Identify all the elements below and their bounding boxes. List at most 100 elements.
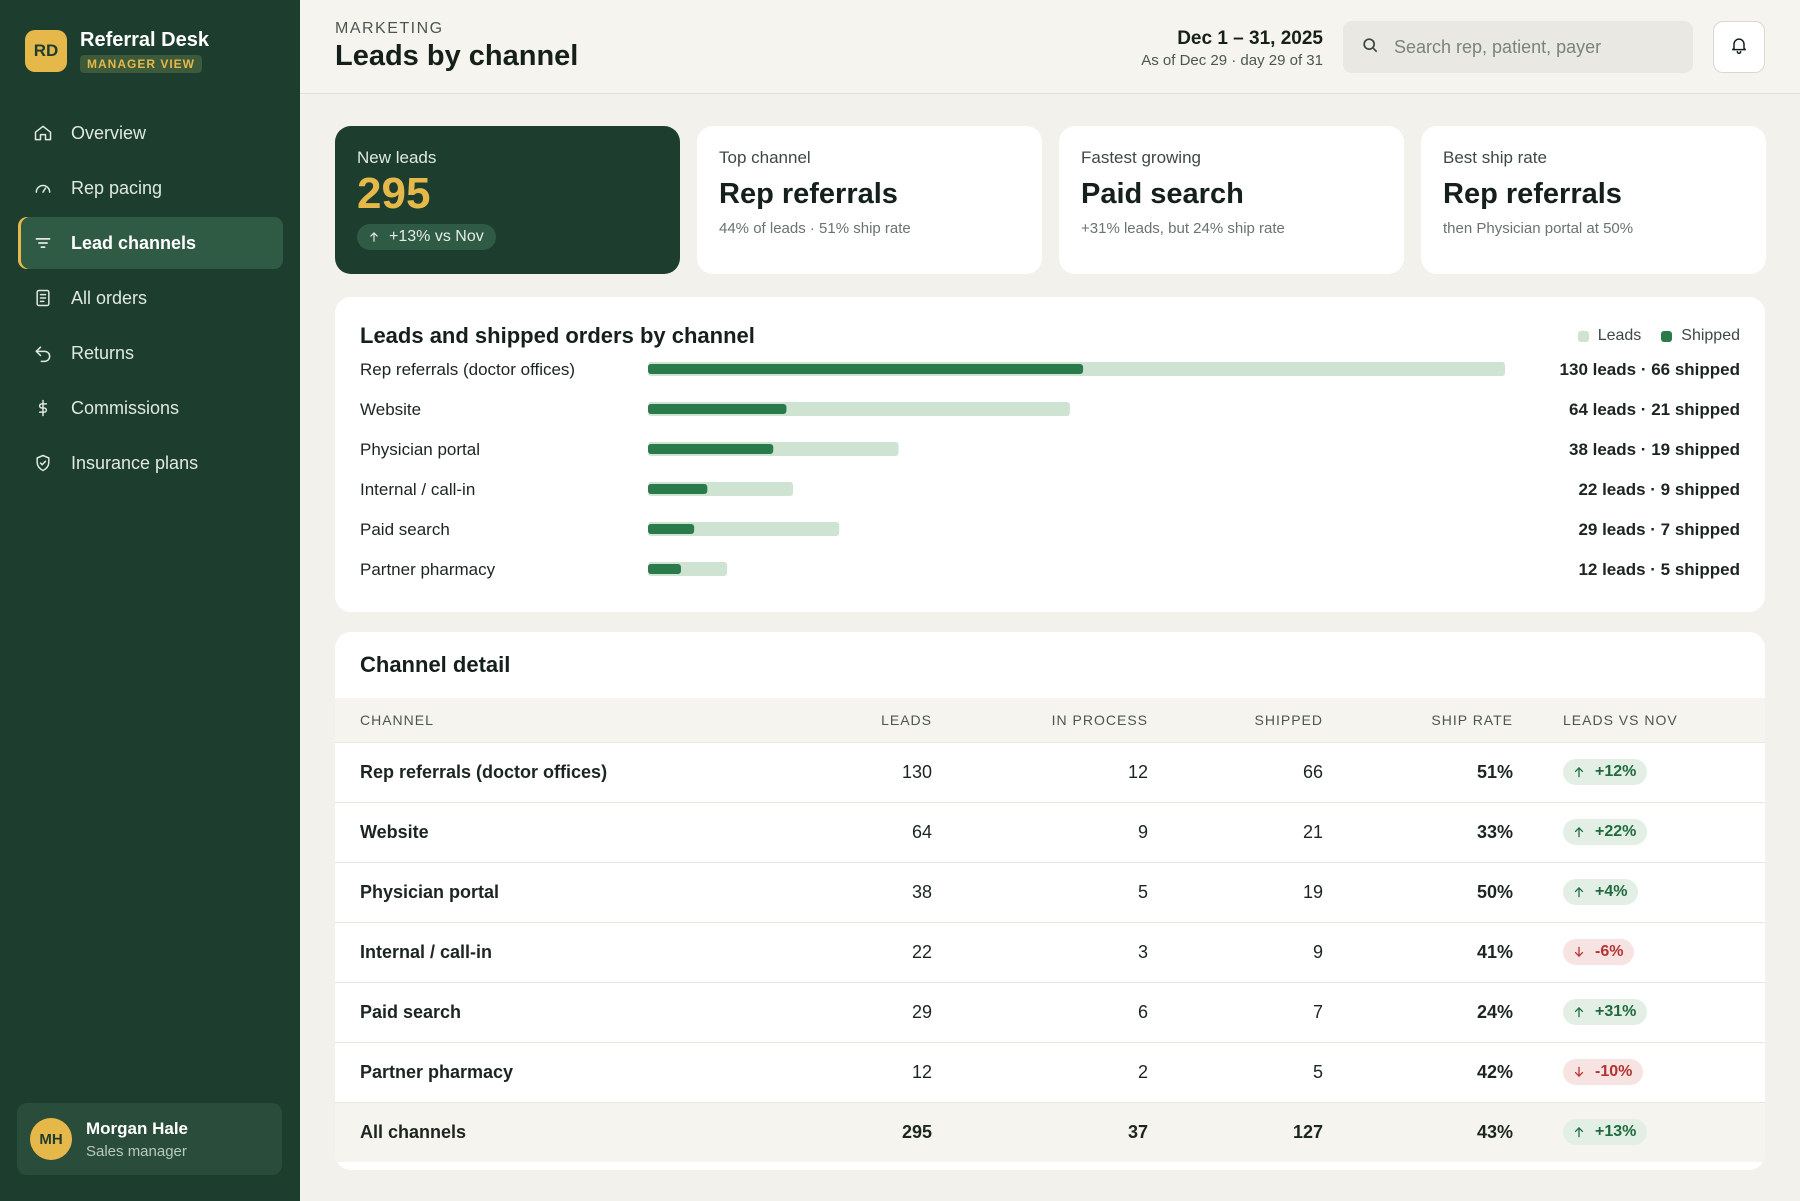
data-label: 22 leads · 9 shipped <box>1578 480 1740 499</box>
delta-badge: -10% <box>1563 1059 1644 1085</box>
cell-channel: Website <box>360 821 429 842</box>
sidebar-item-lead-channels[interactable]: Lead channels <box>18 217 283 269</box>
arrow-down-icon <box>1574 946 1584 957</box>
brand-logo: RD <box>25 30 67 72</box>
kpi-delta-text: +13% vs Nov <box>389 228 484 245</box>
column-header-leads-vs-nov[interactable]: LEADS VS NOV <box>1563 711 1678 728</box>
shipped-bar[interactable] <box>648 364 1084 374</box>
kpi-fastest-growing[interactable]: Fastest growing Paid search +31% leads, … <box>1059 126 1404 274</box>
cell-in-process: 3 <box>1137 941 1148 962</box>
dollar-icon <box>32 397 54 419</box>
table-header-row: CHANNEL LEADS IN PROCESS SHIPPED SHIP RA… <box>335 698 1765 742</box>
user-card[interactable]: MH Morgan Hale Sales manager <box>17 1103 282 1175</box>
shipped-bar[interactable] <box>648 564 681 574</box>
table-row[interactable]: Physician portal 38 5 19 50% +4% <box>335 862 1765 922</box>
legend-label: Shipped <box>1681 327 1740 344</box>
cell-leads: 295 <box>901 1121 932 1142</box>
shipped-bar[interactable] <box>648 404 787 414</box>
gauge-icon <box>32 177 54 199</box>
cell-shipped: 66 <box>1302 761 1323 782</box>
sidebar: RD Referral Desk MANAGER VIEW Overview R… <box>0 0 300 1201</box>
delta-text: +31% <box>1595 1003 1637 1020</box>
search-box[interactable] <box>1343 21 1693 73</box>
delta-badge: +4% <box>1563 879 1639 905</box>
cell-leads: 22 <box>911 941 932 962</box>
user-name: Morgan Hale <box>86 1118 189 1138</box>
bar-chart: Rep referrals (doctor offices) 130 leads … <box>360 360 1740 579</box>
kpi-top-channel[interactable]: Top channel Rep referrals 44% of leads ·… <box>697 126 1042 274</box>
chart-legend: Leads Shipped <box>1558 327 1740 345</box>
sidebar-item-insurance-plans[interactable]: Insurance plans <box>18 437 283 489</box>
delta-text: +12% <box>1595 763 1637 780</box>
column-header-ship-rate[interactable]: SHIP RATE <box>1431 711 1513 728</box>
sidebar-item-overview[interactable]: Overview <box>18 107 283 159</box>
kpi-new-leads[interactable]: New leads 295 +13% vs Nov <box>335 126 680 274</box>
sidebar-item-returns[interactable]: Returns <box>18 327 283 379</box>
cell-shipped: 5 <box>1312 1061 1323 1082</box>
column-header-channel[interactable]: CHANNEL <box>360 711 434 728</box>
leads-bar[interactable] <box>648 522 840 536</box>
cell-ship-rate: 51% <box>1476 761 1513 782</box>
date-range: Dec 1 – 31, 2025 <box>1177 28 1323 49</box>
shield-icon <box>32 452 54 474</box>
delta-badge: +31% <box>1563 999 1648 1025</box>
delta-badge: +13% <box>1563 1119 1648 1146</box>
sidebar-item-all-orders[interactable]: All orders <box>18 272 283 324</box>
kpi-subtext: then Physician portal at 50% <box>1443 220 1634 237</box>
shipped-bar[interactable] <box>648 484 708 494</box>
cell-shipped: 9 <box>1312 941 1323 962</box>
user-role: Sales manager <box>86 1142 187 1160</box>
leads-shipped-chart-card: Leads and shipped orders by channel Lead… <box>335 297 1765 612</box>
column-header-leads[interactable]: LEADS <box>881 711 932 728</box>
cell-in-process: 6 <box>1137 1001 1148 1022</box>
table-row[interactable]: Website 64 9 21 33% +22% <box>335 802 1765 862</box>
sidebar-item-label: All orders <box>71 287 148 308</box>
table-total-row[interactable]: All channels 295 37 127 43% +13% <box>335 1102 1765 1162</box>
delta-badge: -6% <box>1563 939 1635 965</box>
cell-ship-rate: 50% <box>1476 881 1513 902</box>
search-input[interactable] <box>1394 36 1684 58</box>
kpi-label: New leads <box>357 148 437 167</box>
page-header: MARKETING Leads by channel Dec 1 – 31, 2… <box>300 0 1800 94</box>
column-header-in-process[interactable]: IN PROCESS <box>1051 711 1148 728</box>
cell-channel: Internal / call-in <box>360 941 493 962</box>
category-label: Physician portal <box>360 440 480 459</box>
channel-detail-table: CHANNEL LEADS IN PROCESS SHIPPED SHIP RA… <box>335 698 1765 1162</box>
cell-channel: Partner pharmacy <box>360 1061 514 1082</box>
table-body: Rep referrals (doctor offices) 130 12 66 51%… <box>335 742 1765 1162</box>
table-row[interactable]: Partner pharmacy 12 2 5 42% -10% <box>335 1042 1765 1102</box>
brand[interactable]: RD Referral Desk MANAGER VIEW <box>25 29 209 73</box>
data-label: 64 leads · 21 shipped <box>1569 400 1740 419</box>
legend-swatch-leads <box>1577 330 1589 342</box>
delta-text: +22% <box>1595 823 1637 840</box>
cell-shipped: 7 <box>1312 1001 1323 1022</box>
cell-in-process: 5 <box>1137 881 1148 902</box>
arrow-up-icon <box>1574 1007 1584 1018</box>
channel-detail-card: Channel detail CHANNEL LEADS IN PROCESS … <box>335 632 1765 1170</box>
kpi-best-ship-rate[interactable]: Best ship rate Rep referrals then Physic… <box>1421 126 1766 274</box>
bell-icon <box>1729 35 1749 60</box>
cell-leads: 38 <box>911 881 932 902</box>
category-label: Internal / call-in <box>360 480 475 499</box>
table-row[interactable]: Internal / call-in 22 3 9 41% -6% <box>335 922 1765 982</box>
notifications-button[interactable] <box>1713 21 1765 73</box>
arrow-up-icon <box>1574 887 1584 898</box>
data-label: 29 leads · 7 shipped <box>1578 520 1740 539</box>
column-header-shipped[interactable]: SHIPPED <box>1254 711 1323 728</box>
delta-text: -10% <box>1595 1063 1633 1080</box>
data-label: 38 leads · 19 shipped <box>1569 440 1740 459</box>
data-label: 12 leads · 5 shipped <box>1578 560 1740 579</box>
sidebar-item-rep-pacing[interactable]: Rep pacing <box>18 162 283 214</box>
cell-shipped: 21 <box>1302 821 1323 842</box>
cell-leads: 64 <box>911 821 932 842</box>
delta-text: +4% <box>1595 883 1628 900</box>
sidebar-item-commissions[interactable]: Commissions <box>18 382 283 434</box>
search-icon <box>1360 35 1380 60</box>
date-range-block[interactable]: Dec 1 – 31, 2025 As of Dec 29 · day 29 o… <box>1141 28 1323 69</box>
kpi-value: Rep referrals <box>1443 178 1622 210</box>
shipped-bar[interactable] <box>648 444 774 454</box>
shipped-bar[interactable] <box>648 524 695 534</box>
table-row[interactable]: Rep referrals (doctor offices) 130 12 66 51%… <box>335 742 1765 802</box>
table-row[interactable]: Paid search 29 6 7 24% +31% <box>335 982 1765 1042</box>
cell-ship-rate: 33% <box>1476 821 1513 842</box>
